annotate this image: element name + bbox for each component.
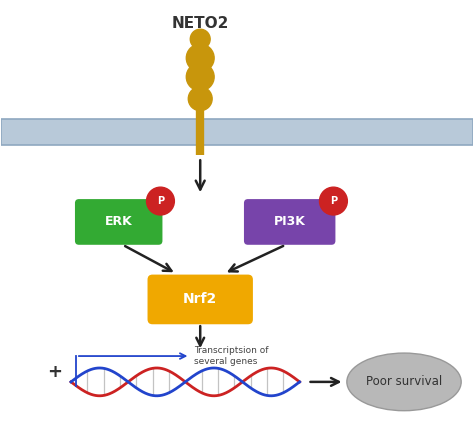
Circle shape — [146, 187, 174, 215]
Text: ERK: ERK — [105, 215, 133, 229]
Circle shape — [186, 44, 214, 72]
Text: PI3K: PI3K — [274, 215, 306, 229]
Circle shape — [186, 63, 214, 91]
FancyBboxPatch shape — [244, 199, 336, 245]
Text: +: + — [47, 363, 63, 381]
Text: Nrf2: Nrf2 — [183, 292, 218, 306]
Text: P: P — [157, 196, 164, 206]
Text: Transcriptsion of
several genes: Transcriptsion of several genes — [194, 346, 269, 366]
Text: P: P — [330, 196, 337, 206]
Circle shape — [188, 87, 212, 110]
Ellipse shape — [347, 353, 461, 411]
FancyBboxPatch shape — [147, 275, 253, 324]
Circle shape — [319, 187, 347, 215]
Circle shape — [190, 29, 210, 49]
FancyBboxPatch shape — [1, 119, 473, 145]
Text: Poor survival: Poor survival — [366, 375, 442, 388]
Text: NETO2: NETO2 — [172, 16, 229, 31]
FancyBboxPatch shape — [75, 199, 163, 245]
